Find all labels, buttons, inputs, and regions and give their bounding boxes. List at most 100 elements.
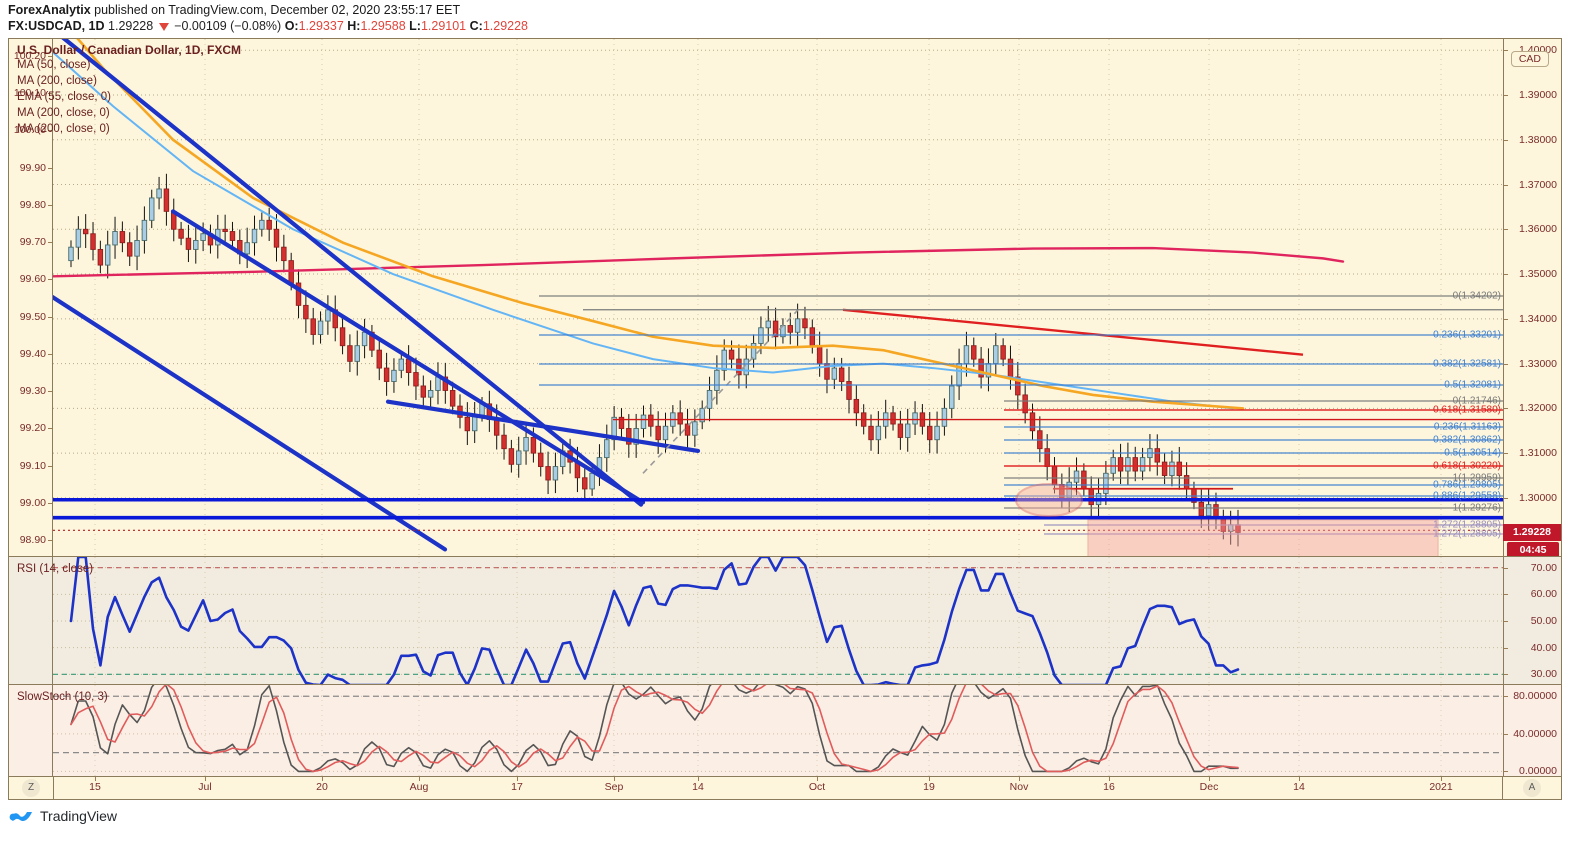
secondary-axis-tick: 98.90 [19, 534, 46, 547]
rsi-pane-title[interactable]: RSI (14, close) [17, 563, 94, 575]
axis-tickmark [48, 353, 52, 355]
axis-tickmark [1504, 229, 1508, 231]
stoch-pane[interactable]: 80.00000 40.00000 0.00000 SlowStoch (10, 3… [9, 685, 1561, 777]
time-axis-tickmark [517, 777, 518, 781]
axis-tickmark [1504, 363, 1508, 365]
indicator-legend-0[interactable]: MA (50, close) [17, 59, 91, 71]
axis-tickmark [1504, 621, 1508, 622]
time-axis-tickmark [322, 777, 323, 781]
time-axis-label: 17 [511, 781, 523, 793]
time-axis-label: Jul [198, 781, 212, 793]
indicator-legend-3[interactable]: MA (200, close, 0) [17, 107, 110, 119]
axis-tickmark [1504, 733, 1508, 735]
fib-level-label: 0.382(1.30862) [1433, 434, 1501, 446]
price-axis-tick: 1.37000 [1519, 178, 1557, 191]
price-plot-area[interactable] [53, 39, 1503, 556]
axis-tickmark [48, 167, 52, 169]
price-pane[interactable]: 100.20 100.10 100.00 99.90 99.80 99.70 99.60 99… [9, 39, 1561, 557]
high-value: 1.29588 [360, 19, 406, 33]
secondary-axis-tick: 99.60 [19, 273, 46, 286]
price-chart-svg [53, 39, 1503, 556]
axis-tickmark [48, 204, 52, 206]
timezone-button[interactable]: Z [9, 776, 54, 799]
price-axis-tick: 1.30000 [1519, 491, 1557, 504]
rsi-axis-tick: 70.00 [1530, 561, 1557, 574]
price-axis-tick: 1.39000 [1519, 88, 1557, 101]
low-value: 1.29101 [420, 19, 467, 33]
secondary-axis-tick: 99.70 [19, 236, 46, 249]
fib-level-label: 0(1.34202) [1452, 290, 1501, 302]
auto-scale-button[interactable]: A [1502, 776, 1561, 799]
rsi-axis-tick: 30.00 [1530, 668, 1557, 681]
axis-tickmark [1504, 318, 1508, 320]
axis-tickmark [1504, 696, 1508, 698]
time-axis-label: Dec [1199, 781, 1219, 793]
fib-level-label: 1.272(1.28805) [1433, 528, 1501, 540]
axis-tickmark [1504, 594, 1508, 596]
secondary-axis-tick: 99.50 [19, 310, 46, 323]
time-axis-label: Aug [409, 781, 429, 793]
triangle-down-icon [158, 23, 169, 31]
indicator-legend-1[interactable]: MA (200, close) [17, 75, 97, 87]
currency-badge[interactable]: CAD [1510, 51, 1549, 67]
secondary-axis-tick: 99.90 [19, 161, 46, 174]
fib-level-label: 0.5(1.30514) [1444, 447, 1501, 459]
bar-countdown-badge: 04:45 [1507, 542, 1559, 556]
right-price-axis[interactable]: 1.400001.390001.380001.370001.360001.350… [1503, 39, 1561, 556]
chart-frame[interactable]: 100.20 100.10 100.00 99.90 99.80 99.70 99.60 99… [8, 38, 1562, 800]
axis-tickmark [1504, 274, 1508, 276]
fib-level-label: 0.236(1.31163) [1433, 421, 1501, 433]
time-axis[interactable]: 15 Jul 20 Aug 17 Sep 14 Oct 19 Nov 16 Dec 14 2021 [9, 777, 1561, 799]
auto-scale-label: A [1523, 779, 1541, 797]
time-axis-tickmark [1299, 777, 1300, 781]
price-axis-tick: 1.34000 [1519, 312, 1557, 325]
time-axis-tickmark [419, 777, 420, 781]
secondary-axis-tick: 99.20 [19, 422, 46, 435]
rsi-plot-area[interactable] [53, 557, 1503, 684]
time-axis-tickmark [698, 777, 699, 781]
time-axis-tickmark [1019, 777, 1020, 781]
axis-tickmark [1504, 674, 1508, 676]
stoch-pane-title[interactable]: SlowStoch (10, 3) [17, 691, 108, 703]
axis-tickmark [48, 55, 52, 57]
low-label: L: [409, 19, 421, 33]
indicator-legend-2[interactable]: EMA (55, close, 0) [17, 91, 111, 103]
stoch-right-axis[interactable]: 80.00000 40.00000 0.00000 [1503, 685, 1561, 776]
price-axis-tick: 1.35000 [1519, 268, 1557, 281]
price-axis-tick: 1.38000 [1519, 133, 1557, 146]
indicator-legend-4[interactable]: MA (200, close, 0) [17, 123, 110, 135]
axis-tickmark [48, 391, 52, 393]
price-axis-tick: 1.33000 [1519, 357, 1557, 370]
stoch-axis-tick: 80.00000 [1513, 690, 1557, 703]
rsi-right-axis[interactable]: 70.00 60.00 50.00 40.00 30.00 [1503, 557, 1561, 684]
axis-tickmark [1504, 50, 1508, 52]
author-name: ForexAnalytix [8, 3, 91, 17]
axis-tickmark [1504, 497, 1508, 499]
axis-tickmark [1504, 647, 1508, 649]
time-axis-label: 14 [692, 781, 704, 793]
stoch-plot-area[interactable] [53, 685, 1503, 776]
time-axis-label: Nov [1009, 781, 1029, 793]
tradingview-logo-icon [9, 812, 32, 822]
close-label: C: [469, 19, 483, 33]
axis-tickmark [48, 428, 52, 430]
open-value: 1.29337 [298, 19, 344, 33]
rsi-pane[interactable]: 70.00 60.00 50.00 40.00 30.00 RSI (14, close… [9, 557, 1561, 685]
axis-tickmark [1504, 453, 1508, 455]
time-axis-tickmark [929, 777, 930, 781]
stoch-left-axis [9, 685, 53, 776]
time-axis-tickmark [205, 777, 206, 781]
axis-tickmark [48, 465, 52, 467]
left-price-axis[interactable]: 100.20 100.10 100.00 99.90 99.80 99.70 99.60 99… [9, 39, 53, 556]
time-axis-tickmark [1209, 777, 1210, 781]
secondary-axis-tick: 99.40 [19, 347, 46, 360]
time-axis-label: 20 [316, 781, 328, 793]
fib-level-label: 0.5(1.32081) [1444, 379, 1501, 391]
symbol-label: FX:USDCAD, 1D [8, 19, 105, 33]
fib-level-label: 0.786(1.29805) [1433, 479, 1501, 491]
time-axis-tickmark [614, 777, 615, 781]
footer-brand: TradingView [40, 808, 118, 824]
secondary-axis-tick: 99.00 [19, 496, 46, 509]
high-label: H: [347, 19, 361, 33]
fib-level-label: 0.382(1.32581) [1433, 358, 1501, 370]
